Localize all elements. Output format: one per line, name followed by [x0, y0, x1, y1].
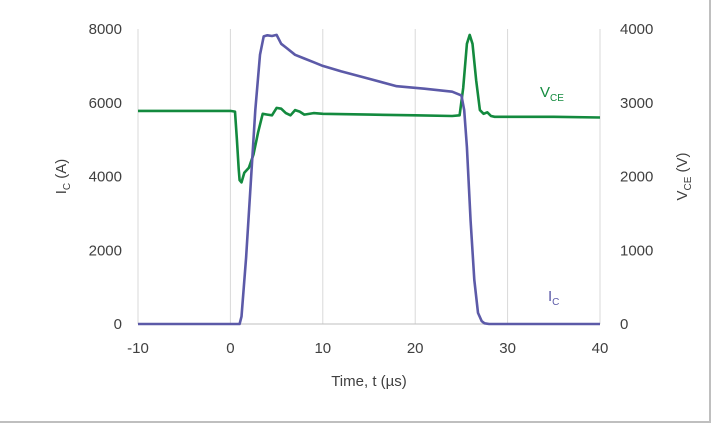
y-left-tick-label: 6000 — [89, 95, 122, 112]
series-line-ic — [138, 33, 600, 326]
y-right-tick-label: 4000 — [620, 21, 653, 38]
x-tick-label: 40 — [592, 340, 609, 357]
y-left-tick-label: 2000 — [89, 242, 122, 259]
x-tick-label: 10 — [314, 340, 331, 357]
y-right-axis-title-main: V — [674, 191, 691, 201]
x-tick-label: 30 — [499, 340, 516, 357]
y-right-axis-title-unit: (V) — [674, 152, 691, 176]
y-right-tick-label: 0 — [620, 316, 628, 333]
y-right-tick-label: 3000 — [620, 95, 653, 112]
series-label-vce: VCE — [540, 84, 564, 104]
y-left-axis-title-unit: (A) — [53, 159, 70, 183]
series-label-ic-main: I — [548, 288, 552, 305]
y-right-tick-label: 2000 — [620, 169, 653, 186]
series-label-ic-sub: C — [552, 297, 559, 308]
y-left-tick-label: 0 — [114, 316, 122, 333]
x-axis-title: Time, t (µs) — [331, 373, 407, 390]
series-label-vce-main: V — [540, 84, 550, 101]
y-left-tick-label: 8000 — [89, 21, 122, 38]
series-line-vce — [138, 33, 601, 184]
x-tick-label: 20 — [407, 340, 424, 357]
series-label-vce-sub: CE — [550, 93, 564, 104]
y-right-tick-label: 1000 — [620, 242, 653, 259]
x-tick-label: -10 — [127, 340, 149, 357]
y-left-axis-title: IC (A) — [53, 159, 73, 195]
series-label-ic: IC — [548, 288, 559, 308]
y-right-axis-title-sub: CE — [683, 176, 694, 190]
y-left-axis-title-main: I — [53, 190, 70, 194]
y-left-tick-label: 4000 — [89, 169, 122, 186]
x-tick-label: 0 — [226, 340, 234, 357]
y-left-axis-title-sub: C — [62, 183, 73, 190]
y-right-axis-title: VCE (V) — [674, 152, 694, 200]
